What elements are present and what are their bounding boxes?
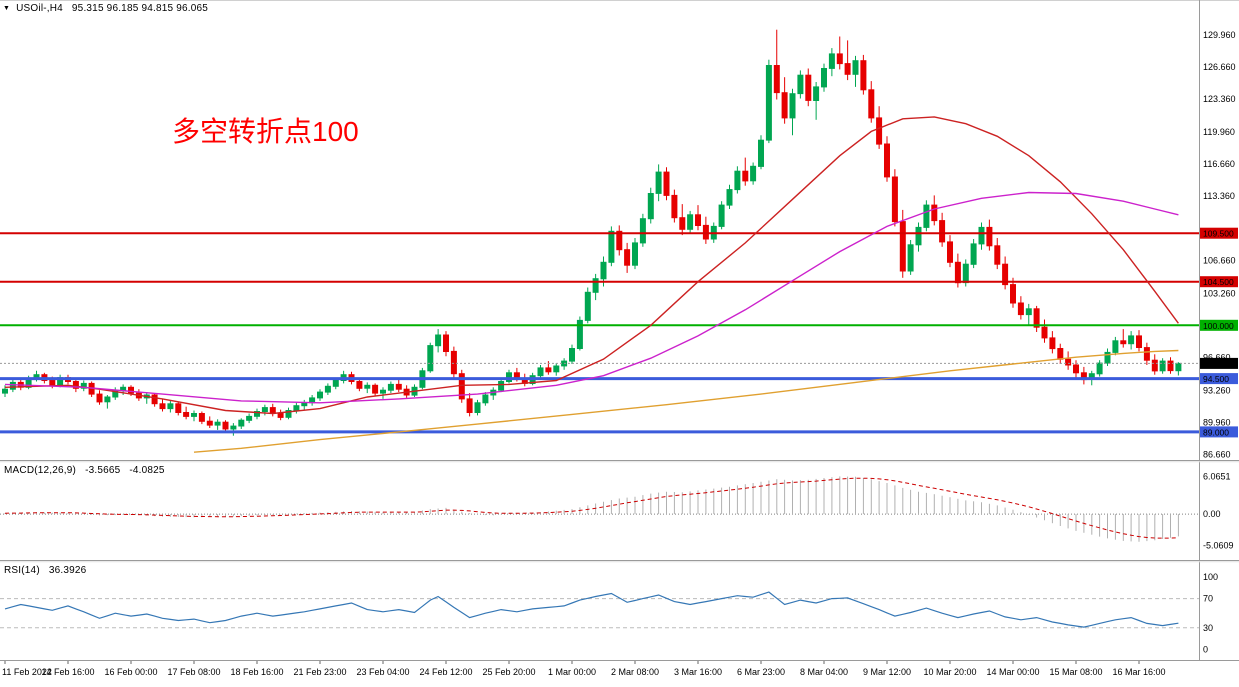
svg-text:0.00: 0.00	[1203, 509, 1221, 519]
svg-text:103.260: 103.260	[1203, 289, 1236, 299]
price-tag-89.000: 89.000	[1200, 426, 1238, 438]
ma-fast-red[interactable]	[4, 116, 1179, 415]
chart-annotation: 多空转折点100	[172, 116, 359, 147]
svg-text:96.660: 96.660	[1203, 353, 1231, 363]
svg-text:126.660: 126.660	[1203, 62, 1236, 72]
svg-text:14 Feb 16:00: 14 Feb 16:00	[41, 667, 94, 677]
svg-text:96.065: 96.065	[1203, 359, 1229, 369]
svg-text:14 Mar 00:00: 14 Mar 00:00	[986, 667, 1039, 677]
price-tag-100.000: 100.000	[1200, 319, 1238, 331]
ma-slow-orange[interactable]	[193, 349, 1179, 453]
svg-text:9 Mar 12:00: 9 Mar 12:00	[863, 667, 911, 677]
macd-value-signal: -4.0825	[129, 465, 165, 476]
svg-text:119.960: 119.960	[1203, 127, 1235, 137]
price-tag-94.500: 94.500	[1200, 373, 1238, 385]
svg-text:94.500: 94.500	[1203, 374, 1229, 384]
price-tag-96.065: 96.065	[1200, 357, 1238, 369]
svg-text:16 Mar 16:00: 16 Mar 16:00	[1112, 667, 1165, 677]
ma-mid-magenta[interactable]	[4, 191, 1179, 404]
svg-text:100: 100	[1203, 572, 1218, 582]
svg-text:104.500: 104.500	[1203, 277, 1234, 287]
svg-text:129.960: 129.960	[1203, 30, 1236, 40]
svg-text:0: 0	[1203, 645, 1208, 655]
symbol-timeframe-label: USOil-,H4	[16, 3, 63, 14]
ohlc-readout: 95.315 96.185 94.815 96.065	[71, 3, 209, 14]
rsi-value: 36.3926	[48, 565, 87, 576]
svg-text:70: 70	[1203, 594, 1213, 604]
macd-signal-line[interactable]	[4, 477, 1179, 539]
macd-histogram	[4, 476, 1179, 542]
svg-text:6.0651: 6.0651	[1203, 471, 1231, 481]
svg-text:16 Feb 00:00: 16 Feb 00:00	[104, 667, 157, 677]
svg-text:6 Mar 23:00: 6 Mar 23:00	[737, 667, 785, 677]
svg-text:93.260: 93.260	[1203, 386, 1231, 396]
rsi-label: RSI(14)	[4, 565, 40, 576]
macd-value-main: -3.5665	[85, 465, 121, 476]
svg-text:106.660: 106.660	[1203, 256, 1236, 266]
svg-text:2 Mar 08:00: 2 Mar 08:00	[611, 667, 659, 677]
macd-header: MACD(12,26,9) -3.5665 -4.0825	[4, 465, 165, 476]
svg-text:89.000: 89.000	[1203, 427, 1229, 437]
price-tag-109.500: 109.500	[1200, 227, 1238, 239]
svg-text:10 Mar 20:00: 10 Mar 20:00	[923, 667, 976, 677]
svg-text:116.660: 116.660	[1203, 159, 1235, 169]
svg-text:1 Mar 00:00: 1 Mar 00:00	[548, 667, 596, 677]
svg-text:11 Feb 2022: 11 Feb 2022	[2, 667, 52, 677]
svg-text:109.500: 109.500	[1203, 229, 1234, 239]
svg-text:113.360: 113.360	[1203, 191, 1235, 201]
collapse-icon[interactable]: ▼	[3, 5, 11, 12]
svg-text:123.360: 123.360	[1203, 94, 1236, 104]
svg-text:15 Mar 08:00: 15 Mar 08:00	[1049, 667, 1102, 677]
svg-text:3 Mar 16:00: 3 Mar 16:00	[674, 667, 722, 677]
macd-axis-labels: 6.0651 0.00 -5.0609	[1203, 471, 1234, 550]
macd-label: MACD(12,26,9)	[4, 465, 77, 476]
rsi-axis-labels: 100 70 30 0	[1203, 572, 1218, 655]
price-tag-104.500: 104.500	[1200, 276, 1238, 288]
svg-text:21 Feb 23:00: 21 Feb 23:00	[293, 667, 346, 677]
svg-text:89.960: 89.960	[1203, 418, 1231, 428]
price-axis-labels: 129.960 126.660 123.360 119.960 116.660 113.3…	[1203, 30, 1236, 460]
chart-header: ▼ USOil-,H4 95.315 96.185 94.815 96.065	[3, 3, 208, 14]
svg-text:30: 30	[1203, 623, 1213, 633]
svg-text:-5.0609: -5.0609	[1203, 541, 1234, 551]
svg-text:25 Feb 20:00: 25 Feb 20:00	[482, 667, 535, 677]
svg-text:18 Feb 16:00: 18 Feb 16:00	[230, 667, 283, 677]
svg-text:23 Feb 04:00: 23 Feb 04:00	[356, 667, 409, 677]
svg-text:8 Mar 04:00: 8 Mar 04:00	[800, 667, 848, 677]
svg-text:17 Feb 08:00: 17 Feb 08:00	[167, 667, 220, 677]
price-level-lines	[0, 232, 1199, 434]
price-tags: 109.500 104.500 100.000 96.065 94.500 89.000	[1200, 227, 1238, 438]
svg-text:24 Feb 12:00: 24 Feb 12:00	[419, 667, 472, 677]
svg-text:100.000: 100.000	[1203, 321, 1234, 331]
rsi-line[interactable]	[4, 591, 1179, 628]
rsi-header: RSI(14) 36.3926	[4, 565, 86, 576]
svg-text:86.660: 86.660	[1203, 450, 1231, 460]
